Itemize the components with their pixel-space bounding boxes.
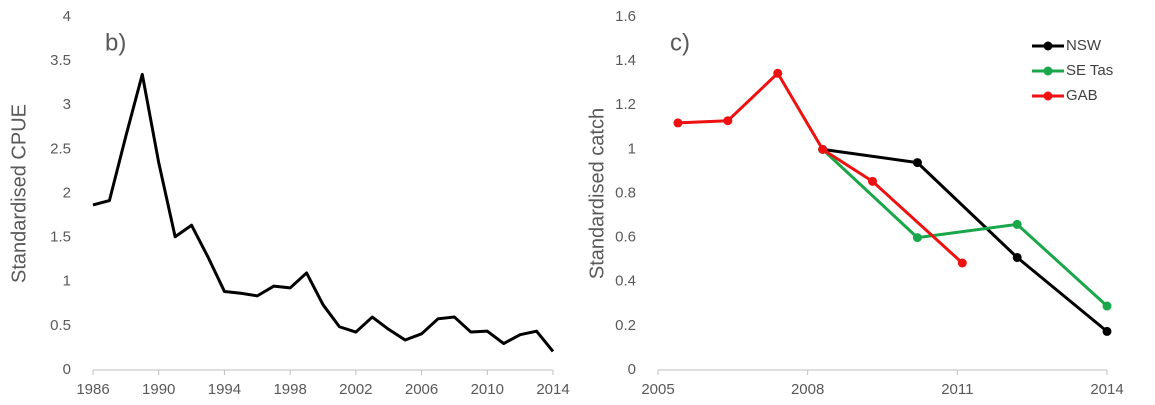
- x-tick-label: 2006: [405, 381, 438, 398]
- legend-label: NSW: [1066, 37, 1102, 54]
- legend-label: SE Tas: [1066, 62, 1113, 79]
- marker: [818, 144, 828, 154]
- y-tick-label: 1.5: [50, 229, 71, 246]
- line: [822, 147, 1108, 333]
- y-tick-label: 0.8: [615, 184, 636, 201]
- legend-marker: [1043, 91, 1053, 101]
- y-tick-label: 0.4: [615, 273, 636, 290]
- y-tick-label: 1.6: [615, 8, 636, 25]
- y-axis-title: Standardised CPUE: [8, 104, 30, 283]
- x-tick-label: 2010: [471, 381, 504, 398]
- y-tick-label: 3: [63, 96, 71, 113]
- panel-label: c): [670, 29, 690, 56]
- x-tick-label: 2011: [941, 381, 973, 398]
- legend-label: GAB: [1066, 87, 1098, 104]
- x-tick-label: 2014: [536, 381, 569, 398]
- x-tick-label: 1998: [273, 381, 306, 398]
- line: [92, 72, 555, 353]
- marker: [868, 176, 878, 186]
- marker: [1102, 301, 1112, 311]
- line: [677, 71, 964, 265]
- y-tick-label: 0: [628, 361, 636, 378]
- y-tick-label: 0.6: [615, 229, 636, 246]
- marker: [673, 118, 683, 128]
- x-tick-label: 1990: [142, 381, 175, 398]
- y-tick-label: 2: [63, 184, 71, 201]
- marker: [773, 68, 783, 78]
- y-tick-label: 1.4: [615, 52, 636, 69]
- marker: [957, 258, 967, 268]
- y-tick-label: 0: [63, 361, 71, 378]
- y-tick-label: 0.2: [615, 317, 636, 334]
- panel-label: b): [105, 29, 126, 56]
- y-tick-label: 0.5: [50, 317, 71, 334]
- marker: [1012, 219, 1022, 229]
- x-tick-label: 2008: [791, 381, 824, 398]
- marker: [912, 158, 922, 168]
- marker: [723, 116, 733, 126]
- x-tick-label: 2002: [339, 381, 372, 398]
- x-tick-label: 1994: [208, 381, 241, 398]
- y-axis-title: Standardised catch: [586, 108, 608, 279]
- y-tick-label: 1.2: [615, 96, 636, 113]
- y-tick-label: 3.5: [50, 52, 71, 69]
- legend-marker: [1043, 66, 1053, 76]
- y-tick-label: 1: [63, 273, 71, 290]
- marker: [1102, 326, 1112, 336]
- marker: [1012, 252, 1022, 262]
- x-tick-label: 2014: [1090, 381, 1123, 398]
- legend-marker: [1043, 41, 1053, 51]
- marker: [912, 233, 922, 243]
- line: [821, 148, 1109, 308]
- x-tick-label: 2005: [641, 381, 674, 398]
- y-tick-label: 4: [63, 8, 71, 25]
- x-tick-label: 1986: [76, 381, 109, 398]
- y-tick-label: 1: [628, 140, 636, 157]
- y-tick-label: 2.5: [50, 140, 71, 157]
